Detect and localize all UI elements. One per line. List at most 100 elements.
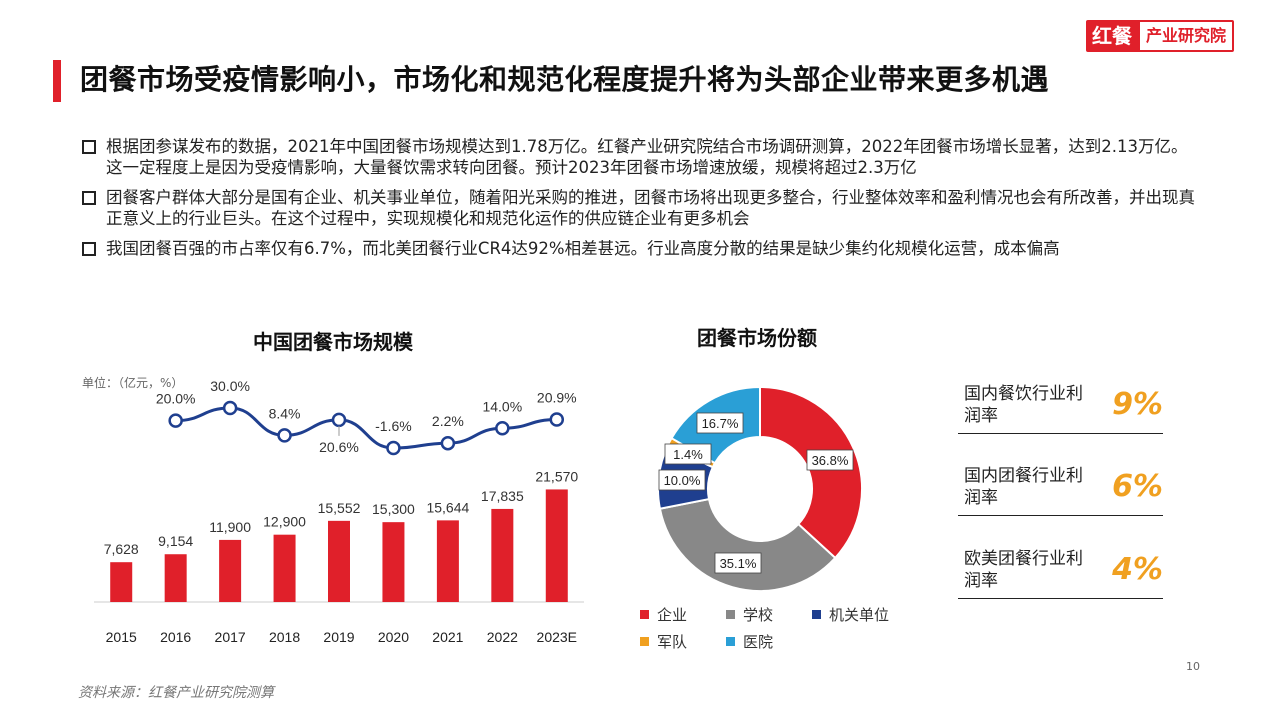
growth-point: [277, 428, 292, 443]
stat-label: 欧美团餐行业利润率: [964, 549, 1083, 591]
checkbox-square-icon: [82, 191, 96, 205]
growth-label: -1.6%: [375, 418, 412, 434]
growth-point: [440, 435, 456, 451]
slice-label: 36.8%: [812, 453, 849, 468]
bar-value-label: 21,570: [535, 468, 578, 484]
legend-swatch: [726, 610, 735, 619]
legend-item-government: 机关单位: [812, 604, 889, 625]
unit-label: 单位：（亿元，%）: [82, 376, 184, 390]
slice-label-box: [664, 443, 712, 465]
slice-label-box: [806, 449, 854, 471]
source-note: 资料来源：红餐产业研究院测算: [78, 685, 274, 701]
growth-point: [549, 412, 565, 427]
logo-text: 产业研究院: [1138, 20, 1235, 52]
stat-western-group-catering: 欧美团餐行业利润率 4%: [958, 546, 1163, 599]
bar: [382, 522, 405, 602]
slice-label-box: [714, 552, 762, 574]
market-share-chart-title: 团餐市场份额: [697, 326, 817, 350]
legend-label: 机关单位: [829, 606, 890, 624]
stat-value: 4%: [1112, 552, 1163, 587]
bullet-text: 团餐客户群体大部分是国有企业、机关事业单位，随着阳光采购的推进，团餐市场将出现更…: [106, 188, 1195, 228]
page-title: 团餐市场受疫情影响小，市场化和规范化程度提升将为头部企业带来更多机遇: [80, 63, 1050, 96]
growth-point: [222, 400, 238, 416]
growth-point: [168, 413, 183, 428]
bar: [545, 489, 568, 602]
slice-label: 1.4%: [673, 447, 703, 462]
legend-item-hospital: 医院: [726, 631, 773, 652]
bullet-item: 团餐客户群体大部分是国有企业、机关事业单位，随着阳光采购的推进，团餐市场将出现更…: [82, 187, 1202, 229]
growth-label: 20.6%: [319, 439, 359, 455]
bar-value-label: 12,900: [263, 514, 306, 530]
bar-value-label: 11,900: [209, 519, 251, 535]
x-tick-label: 2022: [487, 629, 518, 645]
checkbox-square-icon: [82, 140, 96, 154]
legend-item-school: 学校: [726, 604, 773, 625]
bar: [491, 508, 514, 602]
slice-label: 16.7%: [702, 416, 739, 431]
legend-label: 医院: [743, 633, 774, 651]
x-tick-label: 2017: [215, 629, 246, 645]
bullet-text: 根据团参谋发布的数据，2021年中国团餐市场规模达到1.78万亿。红餐产业研究院…: [106, 137, 1188, 177]
stat-label: 国内团餐行业利润率: [964, 466, 1083, 508]
bar: [164, 554, 187, 602]
x-tick-label: 2021: [432, 629, 463, 645]
stat-label: 国内餐饮行业利润率: [964, 384, 1083, 426]
stat-value: 9%: [1112, 387, 1163, 422]
logo-mark: 红餐: [1086, 20, 1138, 52]
x-tick-label: 2023E: [537, 629, 577, 645]
legend-label: 学校: [743, 606, 774, 624]
growth-point: [495, 421, 510, 436]
legend-swatch: [640, 610, 649, 619]
x-tick-label: 2018: [269, 629, 300, 645]
bar: [273, 534, 296, 602]
title-accent-bar: [53, 60, 61, 102]
x-tick-label: 2015: [106, 629, 137, 645]
growth-label: 20.0%: [156, 391, 196, 407]
slice-label-box: [658, 469, 706, 491]
legend-swatch: [812, 610, 821, 619]
bar-value-label: 7,628: [104, 541, 139, 557]
growth-label: 14.0%: [482, 398, 522, 414]
bullet-list: 根据团参谋发布的数据，2021年中国团餐市场规模达到1.78万亿。红餐产业研究院…: [82, 136, 1202, 268]
checkbox-square-icon: [82, 242, 96, 256]
growth-label: 20.9%: [537, 390, 577, 406]
bar: [219, 539, 242, 602]
bar-value-label: 15,300: [372, 501, 415, 517]
growth-label: 30.0%: [210, 378, 250, 394]
bar-value-label: 17,835: [481, 488, 524, 504]
slice-label: 10.0%: [664, 473, 701, 488]
market-share-chart: 36.8% 35.1% 10.0% 1.4% 16.7%: [657, 385, 863, 592]
bar: [110, 562, 133, 602]
bullet-text: 我国团餐百强的市占率仅有6.7%，而北美团餐行业CR4达92%相差甚远。行业高度…: [106, 239, 1060, 258]
bullet-item: 根据团参谋发布的数据，2021年中国团餐市场规模达到1.78万亿。红餐产业研究院…: [82, 136, 1202, 178]
bar-value-label: 15,552: [318, 500, 361, 516]
x-tick-label: 2016: [160, 629, 191, 645]
growth-label: 2.2%: [432, 413, 464, 429]
brand-logo: 红餐 产业研究院: [1086, 20, 1235, 52]
growth-label: 8.4%: [269, 405, 301, 421]
stat-domestic-group-catering: 国内团餐行业利润率 6%: [958, 463, 1163, 516]
bar: [436, 520, 459, 602]
x-tick-label: 2019: [323, 629, 354, 645]
legend-label: 军队: [657, 633, 688, 651]
legend-swatch: [640, 637, 649, 646]
market-size-chart-title: 中国团餐市场规模: [253, 330, 413, 354]
market-size-chart: 7,628 2015 9,154 2016 11,900 2017 12,900 2018 15…: [94, 378, 584, 645]
legend-item-enterprise: 企业: [640, 604, 687, 625]
bar: [328, 520, 350, 602]
growth-point: [331, 412, 347, 428]
slice-label-box: [696, 412, 744, 434]
bar-value-label: 15,644: [426, 499, 469, 515]
growth-point: [386, 440, 401, 456]
x-tick-label: 2020: [378, 629, 409, 645]
bar-value-label: 9,154: [158, 533, 193, 549]
donut-slice: [759, 385, 863, 560]
legend-swatch: [726, 637, 735, 646]
legend-label: 企业: [657, 606, 688, 624]
donut-slice: [658, 497, 837, 592]
bullet-item: 我国团餐百强的市占率仅有6.7%，而北美团餐行业CR4达92%相差甚远。行业高度…: [82, 238, 1202, 259]
stat-value: 6%: [1112, 469, 1163, 504]
legend-item-military: 军队: [640, 631, 687, 652]
page-number: 10: [1186, 660, 1200, 673]
slice-label: 35.1%: [720, 556, 757, 571]
